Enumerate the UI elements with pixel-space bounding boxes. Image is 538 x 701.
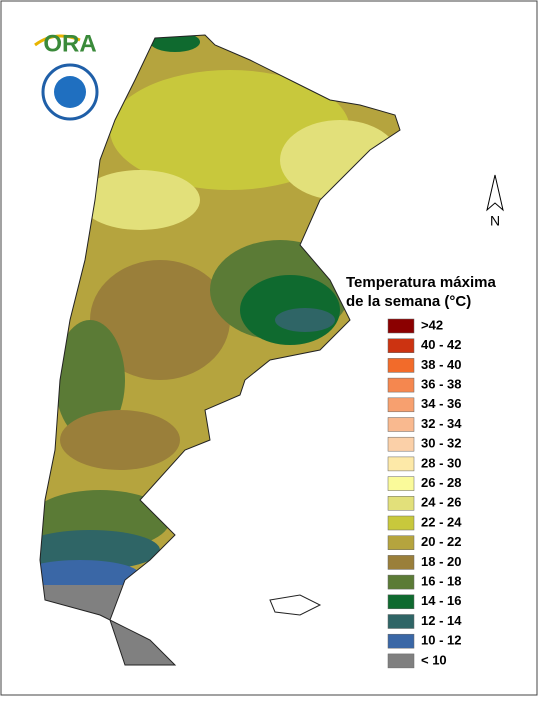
legend-swatch (387, 358, 415, 373)
legend-swatch (387, 417, 415, 432)
legend-label: 34 - 36 (421, 396, 461, 411)
legend-label: 16 - 18 (421, 574, 461, 589)
logo-arc (34, 34, 81, 47)
legend-swatch (387, 653, 415, 669)
islands (269, 594, 322, 616)
legend-swatch (387, 476, 415, 491)
compass-label: N (490, 213, 500, 229)
legend-swatch (387, 397, 415, 413)
logo-text: ORA (43, 30, 96, 57)
legend-label: 20 - 22 (421, 534, 461, 549)
legend-label: >42 (421, 317, 443, 332)
legend-label: 38 - 40 (421, 357, 461, 372)
legend-swatch (387, 496, 415, 511)
legend-label: 26 - 28 (421, 475, 461, 490)
legend-swatch (387, 377, 415, 393)
legend-swatch (387, 574, 415, 590)
legend-label: 36 - 38 (421, 377, 461, 392)
compass-arrow (486, 174, 504, 212)
legend-label: 40 - 42 (421, 337, 461, 352)
legend-label: 18 - 20 (421, 554, 461, 569)
legend-label: 10 - 12 (421, 633, 461, 648)
country-outline (39, 34, 401, 666)
legend-swatch (387, 633, 415, 649)
legend-label: 30 - 32 (421, 436, 461, 451)
legend-label: 28 - 30 (421, 455, 461, 470)
legend-label: < 10 (421, 652, 447, 667)
legend-title: de la semana (°C) (346, 293, 471, 310)
legend-swatch (387, 436, 415, 452)
legend-swatch (387, 338, 415, 353)
legend-swatch (387, 614, 415, 629)
legend-label: 14 - 16 (421, 593, 461, 608)
legend-label: 32 - 34 (421, 416, 462, 431)
legend-swatch (387, 535, 415, 550)
legend-label: 24 - 26 (421, 495, 461, 510)
legend-label: 22 - 24 (421, 514, 462, 529)
legend-swatch (387, 594, 415, 610)
legend: Temperatura máxima de la semana (°C) >42 40… (346, 274, 496, 669)
legend-swatch (387, 318, 415, 334)
legend-swatch (387, 456, 415, 472)
legend-title: Temperatura máxima (346, 274, 496, 291)
legend-label: 12 - 14 (421, 613, 462, 628)
legend-swatch (387, 555, 415, 570)
legend-swatch (387, 515, 415, 531)
agency-logo-inner (54, 76, 86, 108)
